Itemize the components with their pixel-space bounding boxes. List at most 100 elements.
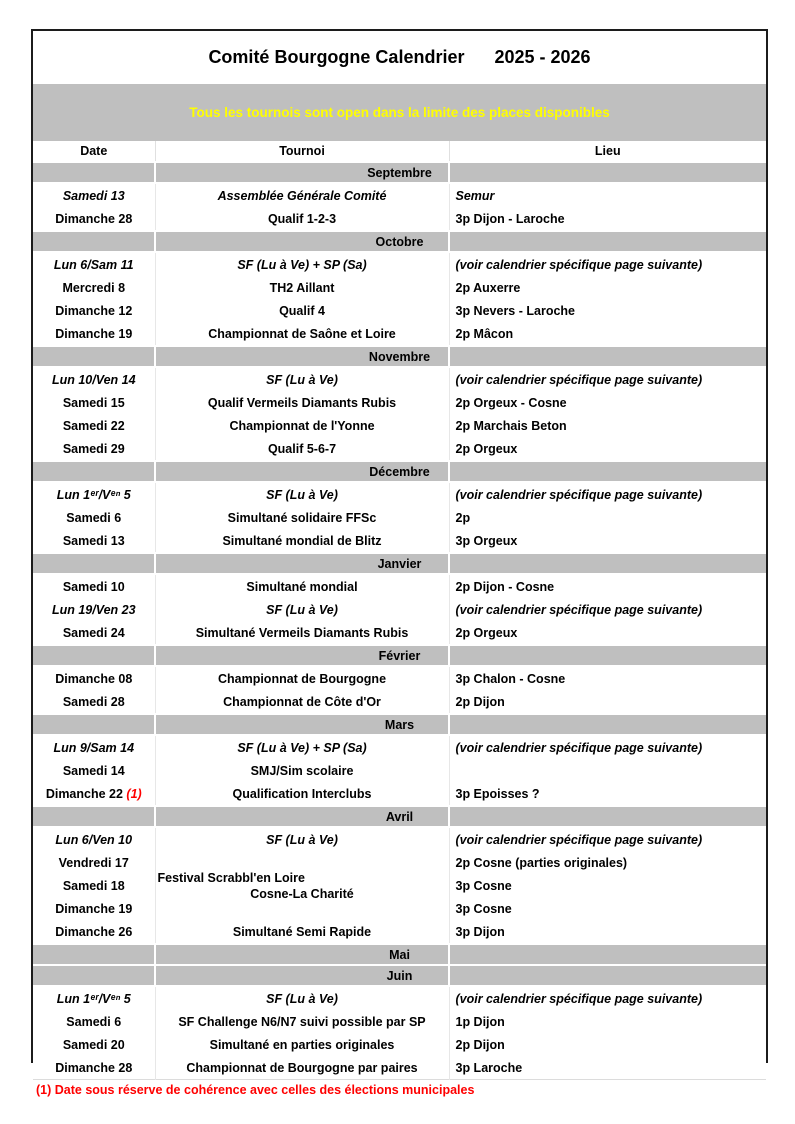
date-cell: Dimanche 19	[33, 322, 156, 346]
date-cell: Samedi 6	[33, 506, 156, 529]
footnote-body: (1) Date sous réserve de cohérence avec …	[33, 1079, 766, 1100]
date-footnote-ref: (1)	[122, 786, 142, 801]
date-cell: Vendredi 17	[33, 851, 156, 874]
calendar-row: Lun 6/Ven 10 SF (Lu à Ve) (voir calendrier…	[33, 827, 766, 851]
month-band-label: Septembre	[33, 161, 766, 184]
column-header-lieu: Lieu	[594, 144, 621, 158]
calendar-row: Lun 6/Sam 11 SF (Lu à Ve) + SP (Sa) (voir …	[33, 252, 766, 276]
tournoi-cell: SF (Lu à Ve)	[155, 482, 450, 506]
lieu-cell: 2p Marchais Beton	[449, 414, 766, 437]
lieu-cell: 3p Epoisses ?	[449, 782, 766, 806]
lieu-cell: 2p Dijon	[449, 690, 766, 714]
date-cell: Lun 19/Ven 23	[33, 598, 156, 621]
date-cell: Samedi 14	[33, 759, 156, 782]
band-notch	[154, 463, 156, 480]
band-notch	[448, 555, 450, 572]
open-notice-banner: Tous les tournois sont open dans la limi…	[33, 84, 766, 141]
page-title-years: 2025 - 2026	[494, 47, 591, 67]
lieu-cell: 2p Mâcon	[449, 322, 766, 346]
tournoi-cell: Championnat de Bourgogne par paires	[155, 1056, 450, 1080]
calendar-row: Samedi 6 SF Challenge N6/N7 suivi possibl…	[33, 1010, 766, 1033]
date-cell: Dimanche 08	[33, 666, 156, 690]
lieu-cell: (voir calendrier spécifique page suivant…	[449, 827, 766, 851]
month-band-label: Juin	[33, 964, 766, 987]
tournoi-cell: Simultané en parties originales	[155, 1033, 450, 1056]
calendar-row: Mercredi 8 TH2 Aillant 2p Auxerre	[33, 276, 766, 299]
calendar-row: Vendredi 17 Festival Scrabbl'en Loire Cosn…	[33, 851, 766, 920]
date-cell: Dimanche 26	[33, 920, 156, 944]
tournoi-cell: Simultané solidaire FFSc	[155, 506, 450, 529]
calendar-body: Septembre Samedi 13 Assemblée Générale Com…	[33, 161, 766, 1080]
lieu-cell: 3p Cosne	[449, 897, 766, 920]
tournoi-cell: SF Challenge N6/N7 suivi possible par SP	[155, 1010, 450, 1033]
month-band-row: Février	[33, 644, 766, 667]
lieu-cell: (voir calendrier spécifique page suivant…	[449, 252, 766, 276]
tournoi-cell: Simultané mondial de Blitz	[155, 529, 450, 553]
lieu-cell: (voir calendrier spécifique page suivant…	[449, 986, 766, 1010]
tournoi-cell: SF (Lu à Ve)	[155, 827, 450, 851]
band-notch	[448, 164, 450, 181]
page-title: Comité Bourgogne Calendrier 2025 - 2026	[33, 31, 766, 84]
lieu-cell	[449, 759, 766, 782]
calendar-row: Lun 1ᵉʳ/Vᵉⁿ 5 SF (Lu à Ve) (voir calendrie…	[33, 482, 766, 506]
lieu-cell: 2p Orgeux - Cosne	[449, 391, 766, 414]
month-band-row: Décembre	[33, 460, 766, 483]
month-band-label: Novembre	[33, 345, 766, 368]
tournoi-cell: Simultané Vermeils Diamants Rubis	[155, 621, 450, 645]
date-cell: Lun 6/Sam 11	[33, 252, 156, 276]
tournoi-cell: Simultané mondial	[155, 574, 450, 598]
lieu-cell: 2p Dijon	[449, 1033, 766, 1056]
month-band-row: Juin	[33, 964, 766, 987]
tournoi-cell: Qualif Vermeils Diamants Rubis	[155, 391, 450, 414]
calendar-row: Samedi 29 Qualif 5-6-7 2p Orgeux	[33, 437, 766, 461]
calendar-row: Samedi 20 Simultané en parties originales…	[33, 1033, 766, 1056]
month-band-row: Avril	[33, 805, 766, 828]
month-band-label: Janvier	[33, 552, 766, 575]
calendar-row: Dimanche 26 Simultané Semi Rapide 3p Dijon	[33, 920, 766, 944]
calendar-row: Samedi 13 Assemblée Générale Comité Semur	[33, 183, 766, 207]
date-cell: Lun 6/Ven 10	[33, 827, 156, 851]
lieu-cell: 2p Auxerre	[449, 276, 766, 299]
tournoi-cell: SF (Lu à Ve) + SP (Sa)	[155, 735, 450, 759]
lieu-cell: 2p Orgeux	[449, 621, 766, 645]
band-notch	[448, 233, 450, 250]
calendar-table: Date Tournoi Lieu Septembre Samedi 13 Asse…	[33, 141, 766, 1100]
band-notch	[448, 967, 450, 984]
calendar-row: Samedi 22 Championnat de l'Yonne 2p Marcha…	[33, 414, 766, 437]
lieu-cell: 3p Orgeux	[449, 529, 766, 553]
band-notch	[154, 808, 156, 825]
footnote-row: (1) Date sous réserve de cohérence avec …	[33, 1079, 766, 1100]
lieu-cell: 3p Cosne	[449, 874, 766, 897]
lieu-cell: (voir calendrier spécifique page suivant…	[449, 367, 766, 391]
month-band-label: Mai	[33, 943, 766, 966]
month-band-row: Janvier	[33, 552, 766, 575]
date-cell: Dimanche 28	[33, 207, 156, 231]
date-cell: Samedi 20	[33, 1033, 156, 1056]
month-band-row: Mai	[33, 943, 766, 966]
tournoi-cell: Championnat de Saône et Loire	[155, 322, 450, 346]
calendar-row: Samedi 6 Simultané solidaire FFSc 2p	[33, 506, 766, 529]
date-cell: Samedi 13	[33, 529, 156, 553]
calendar-row: Lun 9/Sam 14 SF (Lu à Ve) + SP (Sa) (voir …	[33, 735, 766, 759]
date-cell: Samedi 6	[33, 1010, 156, 1033]
lieu-cell: 1p Dijon	[449, 1010, 766, 1033]
lieu-cell: 2p Dijon - Cosne	[449, 574, 766, 598]
tournoi-cell-merged: Festival Scrabbl'en Loire Cosne-La Charit…	[155, 851, 450, 920]
date-cell: Mercredi 8	[33, 276, 156, 299]
open-notice-text: Tous les tournois sont open dans la limi…	[189, 105, 610, 120]
date-cell: Samedi 22	[33, 414, 156, 437]
date-cell: Samedi 15	[33, 391, 156, 414]
calendar-row: Dimanche 19 Championnat de Saône et Loire…	[33, 322, 766, 346]
lieu-cell: 2p	[449, 506, 766, 529]
date-cell: Lun 9/Sam 14	[33, 735, 156, 759]
lieu-cell: 2p Orgeux	[449, 437, 766, 461]
month-band-row: Novembre	[33, 345, 766, 368]
band-notch	[154, 348, 156, 365]
month-band-label: Octobre	[33, 230, 766, 253]
tournoi-cell: Qualif 4	[155, 299, 450, 322]
date-cell: Lun 10/Ven 14	[33, 367, 156, 391]
tournoi-cell: SF (Lu à Ve) + SP (Sa)	[155, 252, 450, 276]
band-notch	[154, 647, 156, 664]
lieu-cell: Semur	[449, 183, 766, 207]
date-cell: Samedi 18	[33, 874, 156, 897]
